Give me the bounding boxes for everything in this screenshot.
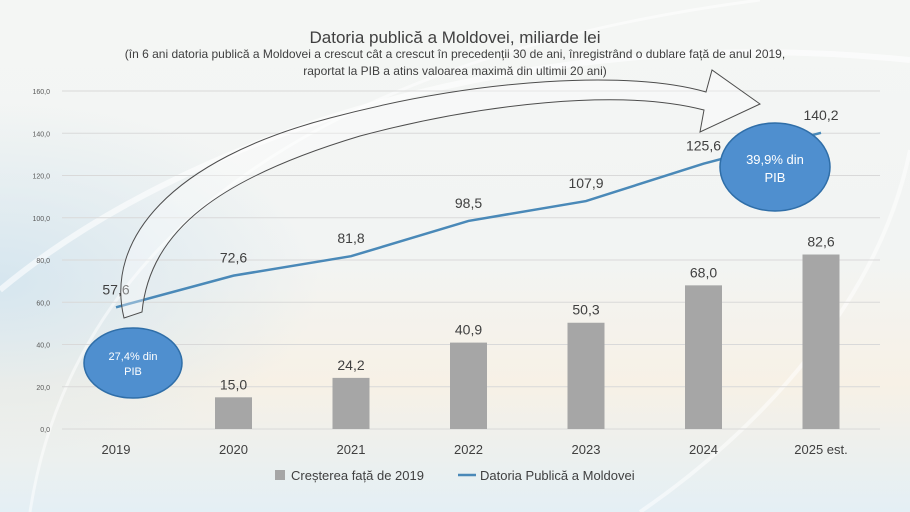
bar-data-label: 40,9 <box>455 322 482 338</box>
bar-data-label: 15,0 <box>220 376 247 392</box>
annotation-text: 27,4% din <box>109 351 158 363</box>
line-data-label: 125,6 <box>686 138 721 154</box>
legend-label-line: Datoria Publică a Moldovei <box>480 468 635 483</box>
bar <box>685 285 722 429</box>
bar <box>450 342 487 429</box>
y-tick-label: 0,0 <box>40 427 50 434</box>
chart-subtitle-line-1: (în 6 ani datoria publică a Moldovei a c… <box>124 47 786 61</box>
x-tick-label: 2020 <box>219 442 248 457</box>
annotation-text: PIB <box>124 366 142 378</box>
y-tick-label: 120,0 <box>32 174 50 181</box>
chart-subtitle-line-2: raportat la PIB a atins valoarea maximă … <box>303 64 607 78</box>
bar-data-label: 50,3 <box>572 302 599 318</box>
bar-data-label: 68,0 <box>690 264 717 280</box>
x-tick-label: 2025 est. <box>794 442 848 457</box>
y-tick-label: 80,0 <box>36 258 50 265</box>
line-data-label: 81,8 <box>337 230 364 246</box>
x-tick-label: 2021 <box>337 442 366 457</box>
curved-arrow-icon <box>120 69 761 319</box>
bar <box>567 322 605 429</box>
x-tick-label: 2024 <box>689 442 718 457</box>
line-data-label: 107,9 <box>568 175 603 191</box>
line-data-label: 57,6 <box>102 281 129 297</box>
bar <box>215 397 252 429</box>
line-series <box>115 131 822 309</box>
y-tick-label: 140,0 <box>32 131 50 138</box>
annotation-bubble <box>83 327 183 399</box>
y-tick-label: 40,0 <box>36 343 50 350</box>
line-data-label: 140,2 <box>803 107 838 123</box>
legend-swatch-bars <box>275 470 285 480</box>
bar <box>332 377 370 429</box>
annotation-text: PIB <box>765 170 786 185</box>
x-tick-label: 2022 <box>454 442 483 457</box>
bar <box>802 254 840 429</box>
x-tick-label: 2019 <box>102 442 131 457</box>
chart-title: Datoria publică a Moldovei, miliarde lei <box>309 28 601 47</box>
line-data-label: 98,5 <box>455 195 482 211</box>
annotation-bubble <box>719 122 831 212</box>
y-tick-label: 20,0 <box>36 385 50 392</box>
x-tick-label: 2023 <box>572 442 601 457</box>
y-tick-label: 100,0 <box>32 216 50 223</box>
y-tick-label: 160,0 <box>32 89 50 96</box>
annotation-text: 39,9% din <box>746 152 804 167</box>
bar-data-label: 82,6 <box>807 234 834 250</box>
y-tick-label: 60,0 <box>36 300 50 307</box>
legend-label-bars: Creșterea față de 2019 <box>291 468 424 483</box>
bar-data-label: 24,2 <box>337 357 364 373</box>
line-data-label: 72,6 <box>220 250 247 266</box>
